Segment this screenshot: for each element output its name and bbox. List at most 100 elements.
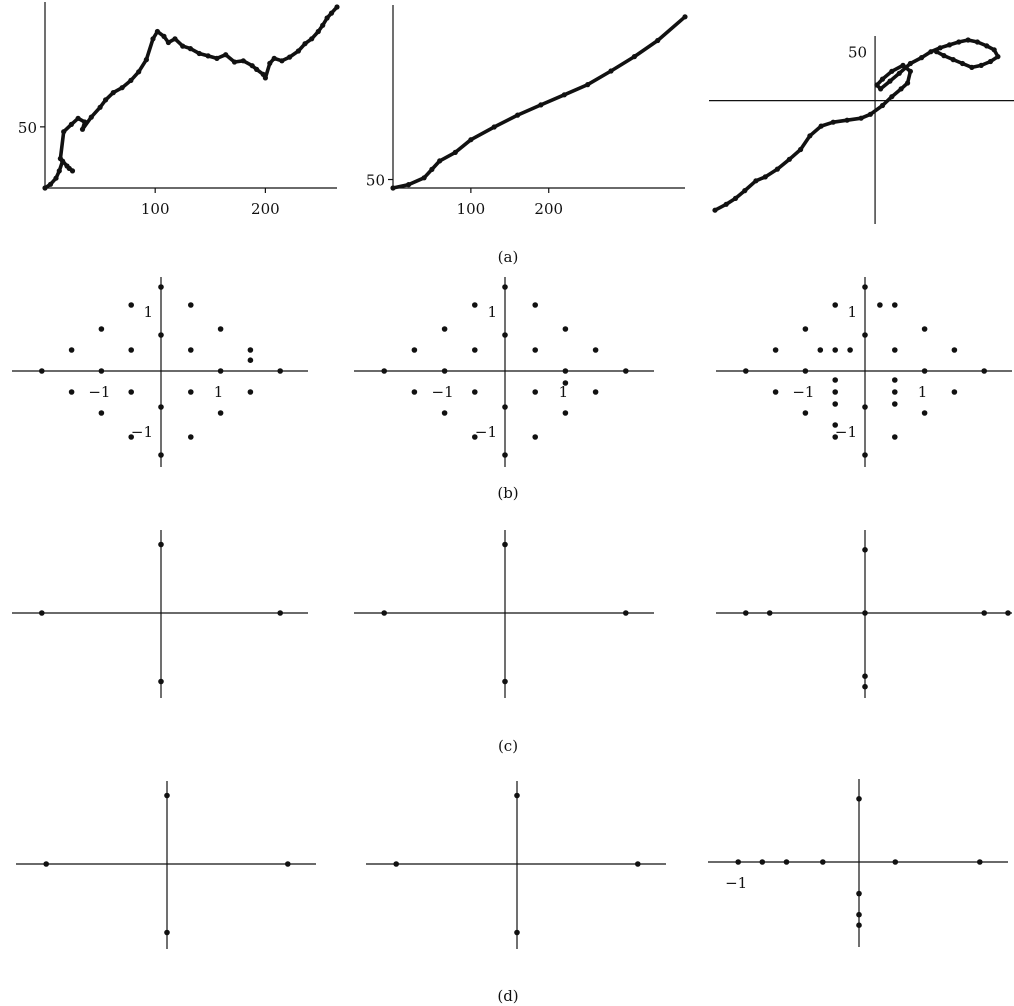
data-point bbox=[941, 53, 947, 59]
data-point bbox=[267, 60, 273, 66]
data-point bbox=[472, 434, 478, 440]
data-point bbox=[66, 165, 72, 171]
data-point bbox=[820, 859, 826, 865]
data-point bbox=[502, 541, 508, 548]
data-point bbox=[969, 64, 975, 70]
x-tick-label: −1 bbox=[88, 383, 110, 401]
data-point bbox=[743, 368, 749, 374]
panel-d-right: −1 bbox=[708, 779, 1008, 947]
data-point bbox=[723, 201, 729, 207]
data-point bbox=[154, 28, 160, 35]
x-tick-label: 1 bbox=[918, 383, 928, 401]
data-point bbox=[892, 302, 898, 308]
data-point bbox=[217, 410, 224, 416]
data-point bbox=[874, 82, 880, 88]
data-point bbox=[324, 15, 330, 21]
data-point bbox=[562, 326, 569, 332]
data-point bbox=[56, 168, 62, 174]
caption-d: (d) bbox=[497, 987, 518, 1005]
data-point bbox=[743, 610, 749, 616]
data-point bbox=[832, 401, 838, 407]
data-point bbox=[119, 85, 125, 91]
data-point bbox=[832, 434, 838, 440]
data-point bbox=[172, 36, 178, 42]
data-point bbox=[429, 166, 435, 172]
data-point bbox=[742, 188, 748, 194]
data-point bbox=[164, 792, 170, 799]
panel-c-right bbox=[716, 530, 1012, 698]
data-point bbox=[896, 70, 902, 76]
data-point bbox=[1005, 610, 1011, 616]
data-point bbox=[907, 68, 914, 74]
data-point bbox=[877, 302, 883, 308]
data-point bbox=[158, 452, 164, 458]
data-point bbox=[900, 62, 906, 68]
data-point bbox=[43, 861, 49, 867]
data-point bbox=[856, 911, 862, 918]
data-point bbox=[862, 610, 868, 616]
data-point bbox=[136, 69, 142, 75]
data-point bbox=[862, 547, 868, 553]
data-point bbox=[393, 861, 400, 867]
data-point bbox=[42, 185, 48, 191]
data-point bbox=[128, 389, 134, 395]
data-point bbox=[862, 332, 868, 338]
data-point bbox=[532, 389, 538, 395]
data-point bbox=[981, 610, 987, 616]
data-point bbox=[180, 43, 186, 49]
data-point bbox=[61, 129, 67, 135]
data-point bbox=[128, 434, 134, 440]
data-point bbox=[879, 76, 886, 82]
data-point bbox=[562, 368, 569, 374]
x-tick-label: 1 bbox=[559, 383, 569, 401]
data-point bbox=[98, 326, 105, 332]
data-point bbox=[39, 368, 45, 374]
data-point bbox=[247, 389, 254, 395]
data-point bbox=[390, 185, 396, 191]
series-line bbox=[43, 5, 339, 190]
data-point bbox=[143, 57, 149, 63]
data-point bbox=[585, 82, 591, 88]
data-point bbox=[921, 368, 928, 374]
data-point bbox=[514, 929, 520, 936]
data-point bbox=[907, 60, 914, 67]
data-point bbox=[965, 37, 971, 43]
data-point bbox=[867, 111, 874, 117]
data-point bbox=[832, 302, 838, 308]
data-point bbox=[285, 861, 291, 867]
data-point bbox=[759, 859, 766, 865]
data-point bbox=[214, 55, 220, 62]
y-tick-label: 1 bbox=[847, 303, 857, 321]
data-point bbox=[161, 33, 167, 40]
data-point bbox=[187, 46, 193, 52]
data-point bbox=[57, 156, 64, 162]
data-point bbox=[47, 181, 54, 187]
data-point bbox=[247, 347, 254, 353]
data-point bbox=[856, 890, 862, 897]
data-point bbox=[892, 401, 898, 407]
data-point bbox=[223, 52, 229, 58]
data-point bbox=[491, 124, 497, 130]
data-point bbox=[452, 149, 458, 155]
data-point bbox=[502, 404, 508, 410]
data-point bbox=[892, 389, 898, 395]
data-point bbox=[98, 368, 105, 374]
data-point bbox=[682, 14, 688, 20]
x-tick-label: −1 bbox=[792, 383, 814, 401]
data-point bbox=[712, 207, 718, 213]
data-point bbox=[951, 347, 958, 353]
data-point bbox=[951, 389, 958, 395]
data-point bbox=[608, 68, 614, 74]
data-point bbox=[561, 92, 567, 98]
y-tick-label: 1 bbox=[487, 303, 497, 321]
data-point bbox=[862, 452, 868, 458]
data-point bbox=[802, 368, 809, 374]
data-point bbox=[732, 195, 739, 201]
x-tick-label: 100 bbox=[457, 200, 486, 218]
data-point bbox=[898, 86, 904, 92]
caption-c: (c) bbox=[498, 737, 518, 755]
data-point bbox=[532, 434, 538, 440]
data-point bbox=[887, 78, 893, 84]
data-point bbox=[406, 182, 412, 188]
data-point bbox=[937, 45, 943, 51]
